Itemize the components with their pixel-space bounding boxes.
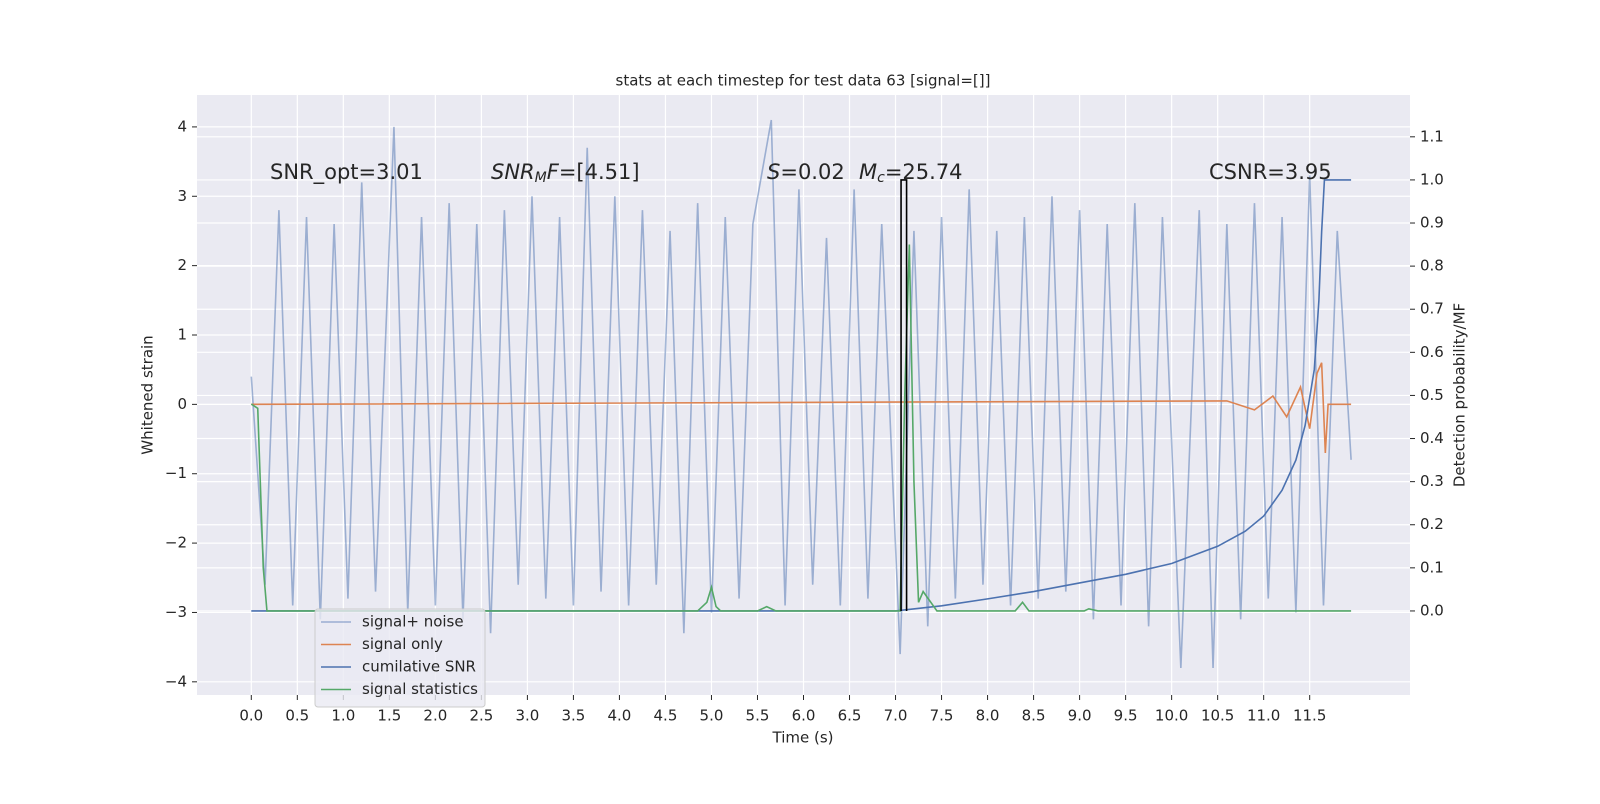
legend-label: signal+ noise: [362, 613, 464, 631]
y2-tick-label: 0.6: [1420, 343, 1444, 361]
x-tick-label: 2.0: [423, 707, 447, 725]
annotation-part: M: [535, 170, 547, 186]
x-tick-label: 8.0: [976, 707, 1000, 725]
annotation-part: =25.74: [885, 160, 963, 184]
y-tick-label: −3: [165, 603, 187, 621]
x-tick-label: 11.5: [1293, 707, 1326, 725]
x-tick-label: 2.5: [469, 707, 493, 725]
x-tick-label: 10.5: [1201, 707, 1234, 725]
annotation: S=0.02: [767, 160, 845, 184]
y2-axis-label: Detection probability/MF: [1451, 303, 1469, 487]
annotation: SNRMF=[4.51]: [491, 160, 640, 186]
y-tick-label: 1: [177, 326, 187, 344]
y-tick-label: 3: [177, 187, 187, 205]
annotation-part: =0.02: [780, 160, 844, 184]
annotation-part: =[4.51]: [559, 160, 640, 184]
annotation-part: SNR_opt=3.01: [270, 160, 423, 185]
legend-label: signal only: [362, 635, 443, 653]
x-axis-label: Time (s): [772, 729, 834, 747]
series-line: [251, 179, 1352, 612]
annotation-part: c: [877, 170, 885, 186]
x-tick-label: 6.0: [792, 707, 816, 725]
x-tick-label: 7.0: [884, 707, 908, 725]
x-tick-label: 3.0: [515, 707, 539, 725]
x-tick-label: 9.5: [1114, 707, 1138, 725]
x-tick-label: 11.0: [1247, 707, 1280, 725]
x-tick-label: 4.5: [654, 707, 678, 725]
y-tick-label: 2: [177, 256, 187, 274]
annotation-part: S: [767, 160, 780, 184]
x-tick-label: 8.5: [1022, 707, 1046, 725]
x-tick-label: 5.0: [700, 707, 724, 725]
y2-tick-label: 0.4: [1420, 429, 1444, 447]
chart-title: stats at each timestep for test data 63 …: [616, 72, 991, 90]
y2-tick-label: 1.1: [1420, 127, 1444, 145]
annotation-part: SNR: [491, 160, 535, 184]
annotation-part: CSNR=3.95: [1209, 160, 1332, 184]
x-tick-label: 0.5: [285, 707, 309, 725]
y2-tick-label: 0.0: [1420, 601, 1444, 619]
x-tick-label: 1.5: [377, 707, 401, 725]
y2-tick-label: 0.7: [1420, 300, 1444, 318]
y2-tick-label: 0.1: [1420, 558, 1444, 576]
series-line: [251, 362, 1352, 453]
x-tick-label: 0.0: [239, 707, 263, 725]
y-tick-label: 0: [177, 395, 187, 413]
legend-label: cumilative SNR: [362, 658, 476, 676]
x-tick-label: 6.5: [838, 707, 862, 725]
y2-tick-label: 0.9: [1420, 214, 1444, 232]
annotation: CSNR=3.95: [1209, 160, 1332, 184]
x-tick-label: 9.0: [1068, 707, 1092, 725]
y-tick-label: 4: [177, 117, 187, 135]
x-tick-label: 10.0: [1155, 707, 1188, 725]
series-line: [250, 119, 1352, 668]
y2-tick-label: 0.5: [1420, 386, 1444, 404]
legend-label: signal statistics: [362, 680, 478, 698]
annotation-part: M: [859, 160, 877, 184]
y-tick-label: −4: [165, 672, 187, 690]
series-line: [900, 179, 908, 611]
y-tick-label: −2: [165, 534, 187, 552]
annotation-part: F: [547, 160, 560, 184]
y2-tick-label: 0.3: [1420, 472, 1444, 490]
x-tick-label: 3.5: [561, 707, 585, 725]
y-tick-label: −1: [165, 464, 187, 482]
series-line: [250, 244, 1352, 612]
x-tick-label: 1.0: [331, 707, 355, 725]
x-tick-label: 5.5: [746, 707, 770, 725]
x-tick-label: 7.5: [930, 707, 954, 725]
x-tick-label: 4.0: [608, 707, 632, 725]
y-axis-label: Whitened strain: [139, 335, 157, 454]
annotation: SNR_opt=3.01: [270, 160, 423, 185]
y2-tick-label: 1.0: [1420, 170, 1444, 188]
annotation: Mc=25.74: [859, 160, 963, 186]
legend-box: [314, 608, 486, 708]
y2-tick-label: 0.2: [1420, 515, 1444, 533]
y2-tick-label: 0.8: [1420, 257, 1444, 275]
